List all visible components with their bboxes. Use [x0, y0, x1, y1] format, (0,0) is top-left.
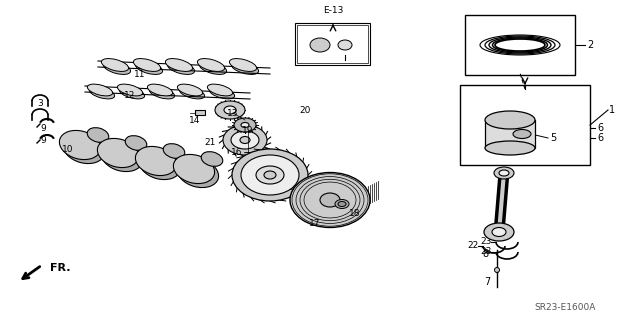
Ellipse shape [338, 202, 346, 206]
Ellipse shape [149, 87, 175, 99]
Text: 18: 18 [349, 209, 361, 218]
Ellipse shape [231, 61, 258, 75]
Ellipse shape [290, 172, 370, 228]
Ellipse shape [200, 61, 227, 75]
Text: 17: 17 [309, 219, 321, 228]
Ellipse shape [335, 199, 349, 209]
Text: 6: 6 [597, 133, 603, 143]
Text: 13: 13 [227, 108, 239, 117]
Ellipse shape [87, 128, 109, 142]
Ellipse shape [232, 149, 308, 201]
Text: 7: 7 [484, 277, 490, 287]
Ellipse shape [178, 84, 203, 96]
Text: 10: 10 [62, 145, 74, 154]
Text: SR23-E1600A: SR23-E1600A [534, 303, 596, 313]
Text: 21: 21 [204, 138, 215, 147]
Ellipse shape [139, 150, 181, 180]
Ellipse shape [101, 142, 142, 172]
Ellipse shape [147, 84, 173, 96]
Ellipse shape [484, 223, 514, 241]
Ellipse shape [209, 87, 234, 99]
Ellipse shape [178, 158, 219, 188]
Ellipse shape [201, 152, 223, 166]
Bar [297, 25, 368, 63]
Text: 12: 12 [124, 91, 135, 100]
Text: 14: 14 [189, 116, 201, 124]
Text: FR.: FR. [50, 263, 71, 273]
Ellipse shape [64, 134, 105, 164]
Ellipse shape [310, 38, 330, 52]
Ellipse shape [223, 125, 267, 155]
Ellipse shape [513, 130, 531, 139]
Ellipse shape [135, 61, 163, 75]
Ellipse shape [173, 155, 215, 184]
Ellipse shape [241, 123, 249, 127]
Ellipse shape [89, 87, 115, 99]
Ellipse shape [98, 139, 139, 168]
Text: 16: 16 [231, 148, 243, 156]
Polygon shape [495, 170, 508, 235]
Ellipse shape [224, 106, 236, 114]
Ellipse shape [125, 136, 147, 150]
Polygon shape [485, 120, 535, 148]
Text: 3: 3 [37, 99, 43, 108]
Ellipse shape [215, 101, 245, 119]
Text: 9: 9 [40, 135, 46, 145]
Ellipse shape [197, 59, 225, 71]
Ellipse shape [231, 131, 259, 149]
Ellipse shape [264, 171, 276, 179]
Ellipse shape [234, 118, 256, 132]
Ellipse shape [88, 84, 113, 96]
Text: 1: 1 [609, 105, 615, 115]
Ellipse shape [207, 84, 232, 96]
Ellipse shape [499, 170, 509, 176]
Ellipse shape [485, 141, 535, 155]
Text: 9: 9 [40, 124, 46, 132]
Text: 23: 23 [480, 247, 491, 257]
Ellipse shape [168, 61, 195, 75]
Ellipse shape [163, 144, 185, 158]
Text: 11: 11 [134, 69, 146, 78]
Text: 6: 6 [597, 123, 603, 133]
Ellipse shape [119, 87, 145, 99]
Text: 20: 20 [299, 106, 311, 115]
Ellipse shape [492, 228, 506, 236]
Ellipse shape [256, 166, 284, 184]
Ellipse shape [134, 59, 161, 71]
Ellipse shape [135, 147, 176, 176]
Ellipse shape [241, 155, 299, 195]
Bar [460, 85, 590, 165]
Ellipse shape [101, 59, 129, 71]
Ellipse shape [495, 268, 500, 273]
Text: 15: 15 [284, 182, 295, 191]
Ellipse shape [485, 111, 535, 129]
Text: E-13: E-13 [323, 6, 343, 15]
Ellipse shape [166, 59, 193, 71]
Ellipse shape [103, 61, 130, 75]
Text: 2: 2 [587, 40, 593, 50]
Ellipse shape [240, 137, 250, 143]
Ellipse shape [320, 193, 340, 207]
Text: 19: 19 [243, 125, 254, 134]
Text: 22: 22 [467, 242, 479, 251]
Ellipse shape [338, 40, 352, 50]
Ellipse shape [229, 59, 256, 71]
Text: 23: 23 [480, 237, 491, 246]
Text: 8: 8 [482, 249, 488, 259]
Bar [465, 15, 575, 75]
Ellipse shape [59, 131, 101, 160]
Ellipse shape [494, 167, 514, 179]
Bar [295, 23, 370, 65]
Bar [195, 110, 205, 115]
Text: 5: 5 [550, 133, 556, 143]
Ellipse shape [180, 87, 205, 99]
Ellipse shape [117, 84, 142, 96]
